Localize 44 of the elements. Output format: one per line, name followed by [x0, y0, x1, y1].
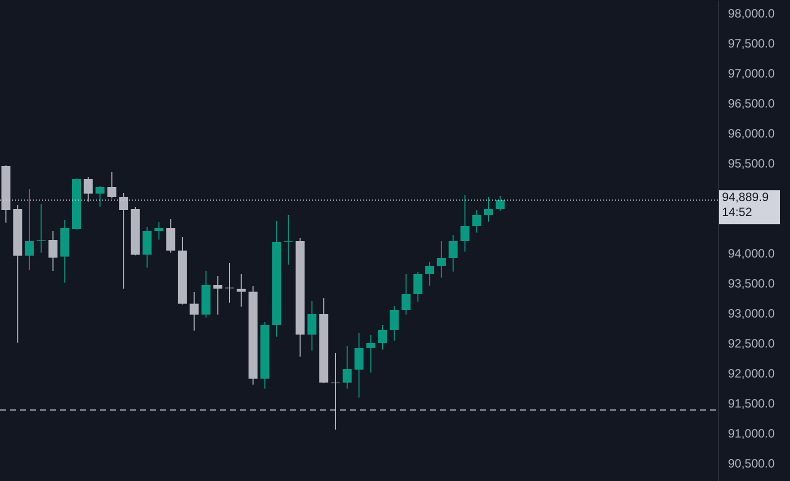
y-tick-label: 98,000.0: [728, 6, 776, 20]
y-tick-label: 91,500.0: [728, 396, 776, 410]
candlestick: [425, 262, 434, 286]
candlestick: [213, 275, 222, 316]
candlestick: [284, 214, 293, 266]
candlestick: [496, 196, 505, 212]
candlestick: [96, 185, 105, 208]
ref-line-label: 94,889.9 14:52: [722, 190, 770, 220]
candlestick: [378, 324, 388, 350]
candlestick: [448, 234, 458, 272]
candlestick: [154, 221, 164, 240]
candlestick: [307, 300, 316, 352]
candlestick: [107, 172, 116, 199]
candlestick: [436, 240, 446, 278]
y-tick-label: 97,500.0: [728, 36, 776, 50]
y-tick-label: 91,000.0: [728, 426, 776, 440]
candlestick: [472, 209, 482, 234]
candlestick: [484, 196, 493, 222]
candlestick: [402, 274, 411, 316]
y-tick-label: 95,500.0: [728, 156, 776, 170]
candlestick: [342, 346, 352, 390]
candlestick: [413, 271, 422, 302]
y-tick-label: 92,000.0: [728, 366, 776, 380]
candlestick: [142, 226, 152, 268]
candlestick: [48, 230, 58, 272]
candlestick: [84, 176, 93, 202]
candlestick: [24, 188, 34, 270]
candlestick: [460, 194, 470, 252]
y-tick-label: 93,000.0: [728, 306, 776, 320]
y-tick-label: 96,000.0: [728, 126, 776, 140]
y-tick-label: 93,500.0: [728, 276, 776, 290]
y-tick-label: 97,000.0: [728, 66, 776, 80]
candlestick: [166, 218, 176, 254]
candlestick: [330, 352, 340, 430]
y-tick-label: 94,000.0: [728, 246, 776, 260]
y-tick-label: 92,500.0: [728, 336, 776, 350]
candlestick: [366, 334, 376, 374]
candlestick: [390, 305, 399, 342]
candlestick: [190, 292, 199, 332]
candlestick: [119, 192, 128, 290]
candlestick: [354, 332, 364, 398]
candlestick: [225, 262, 234, 304]
y-tick-label: 96,500.0: [728, 96, 776, 110]
y-tick-label: 90,500.0: [728, 456, 776, 470]
